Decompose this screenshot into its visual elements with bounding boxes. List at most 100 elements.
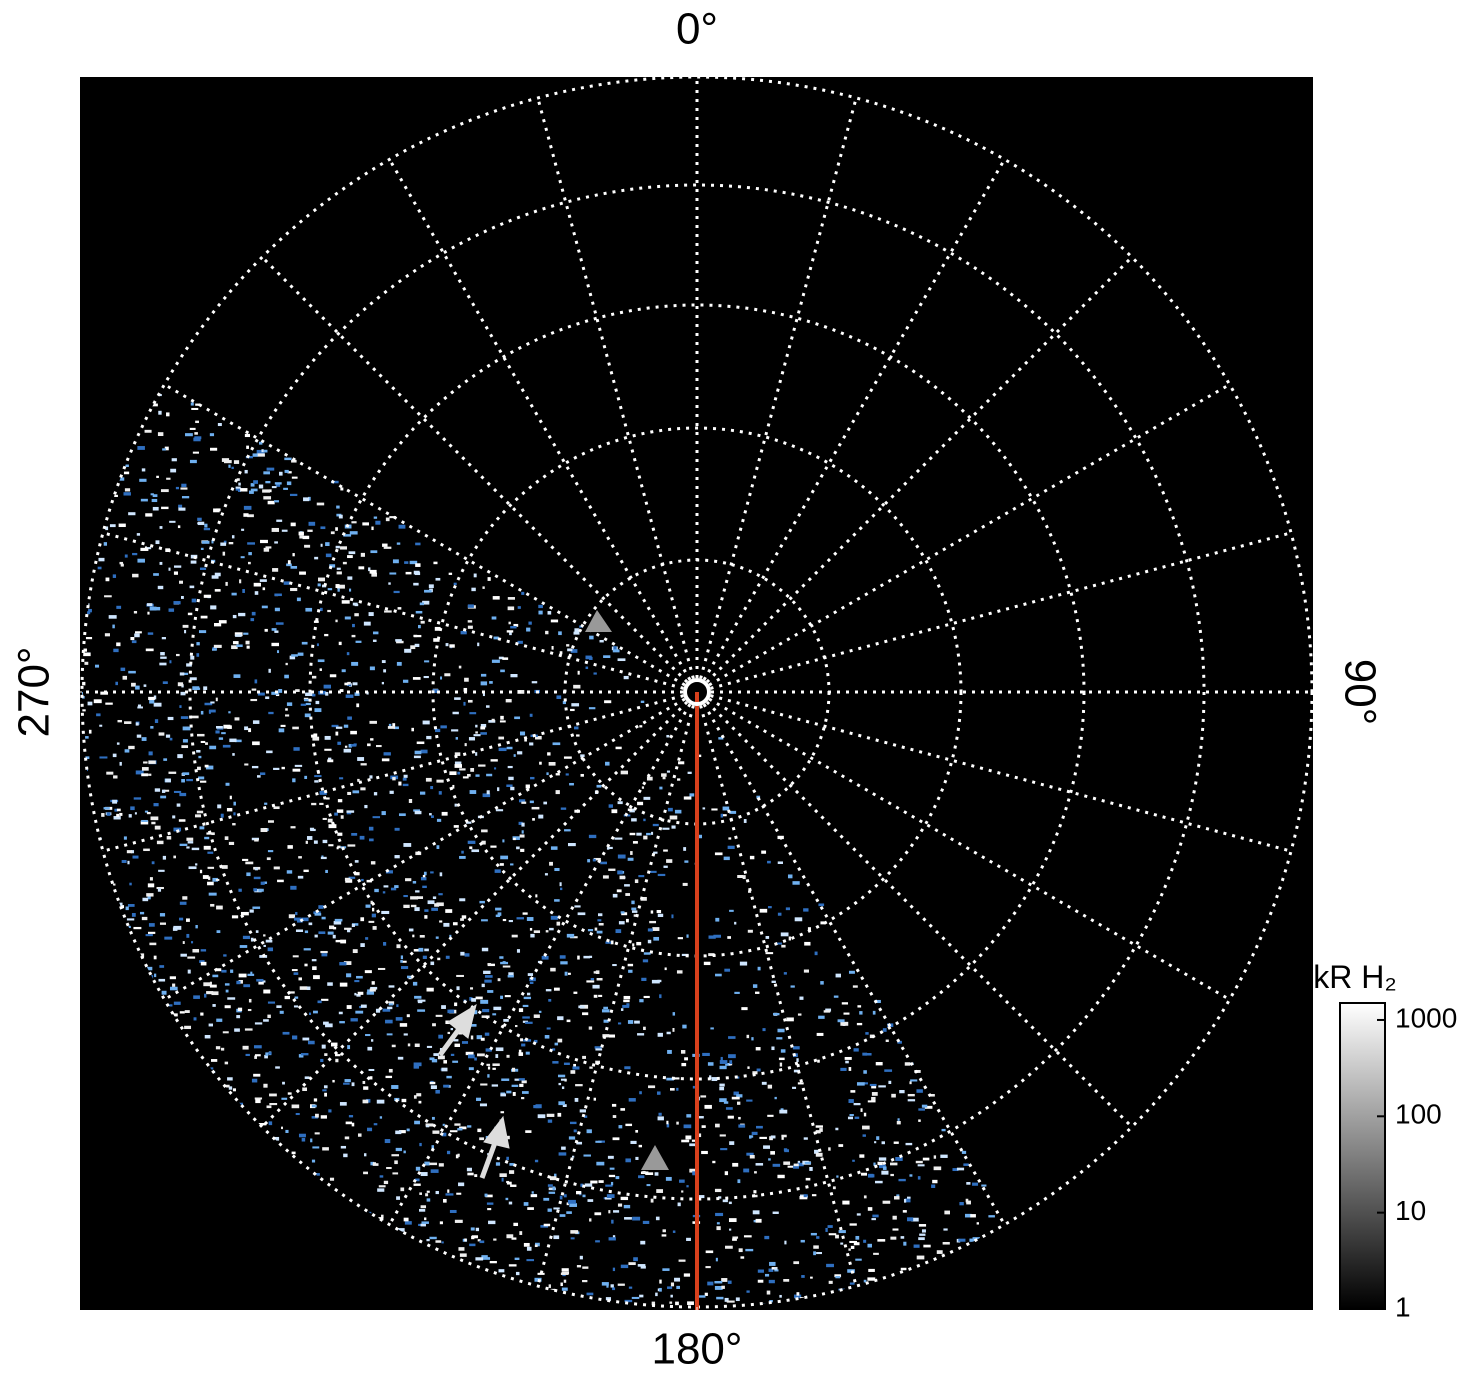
speckle — [313, 1173, 320, 1176]
speckle — [943, 1228, 948, 1231]
speckle — [754, 1171, 757, 1174]
speckle — [436, 818, 442, 822]
speckle — [166, 477, 171, 480]
speckle — [667, 1049, 672, 1054]
speckle — [562, 1104, 567, 1107]
speckle — [598, 923, 604, 926]
speckle — [840, 1021, 849, 1026]
speckle — [732, 1236, 739, 1239]
speckle — [215, 878, 220, 881]
speckle — [198, 630, 207, 634]
speckle — [415, 563, 421, 567]
speckle — [716, 1226, 721, 1231]
speckle — [208, 709, 216, 713]
speckle — [538, 610, 543, 615]
speckle — [232, 1088, 237, 1092]
latitude-circle — [188, 183, 1206, 1201]
speckle — [163, 789, 170, 792]
colorbar — [1339, 1002, 1386, 1310]
speckle — [283, 581, 290, 585]
speckle — [291, 654, 298, 657]
speckle — [640, 700, 645, 703]
speckle — [154, 788, 161, 792]
speckle — [182, 941, 185, 944]
speckle — [480, 723, 487, 728]
speckle — [287, 560, 291, 565]
speckle — [251, 688, 257, 691]
speckle — [116, 642, 121, 647]
speckle — [295, 689, 300, 692]
speckle — [566, 644, 570, 647]
speckle — [756, 1125, 763, 1129]
speckle — [375, 1008, 381, 1013]
speckle — [576, 734, 580, 737]
speckle — [756, 795, 761, 799]
speckle — [517, 751, 523, 755]
speckle — [502, 965, 511, 968]
speckle — [548, 762, 556, 766]
speckle — [88, 608, 92, 613]
speckle — [169, 1004, 173, 1007]
speckle — [637, 1033, 645, 1036]
speckle — [865, 1032, 869, 1035]
speckle — [235, 486, 241, 489]
speckle — [192, 949, 200, 953]
speckle — [561, 1268, 569, 1272]
speckle — [269, 1103, 278, 1106]
speckle — [344, 745, 348, 748]
speckle — [173, 571, 179, 575]
speckle — [162, 448, 166, 451]
speckle — [354, 860, 359, 863]
speckle — [313, 1010, 318, 1014]
speckle — [239, 579, 242, 584]
speckle — [749, 855, 755, 860]
speckle — [788, 936, 791, 941]
speckle — [106, 771, 114, 775]
speckle — [179, 792, 187, 797]
speckle — [446, 1075, 452, 1079]
speckle — [212, 646, 218, 650]
speckle — [344, 682, 349, 686]
speckle — [314, 934, 318, 938]
speckle — [413, 809, 421, 812]
speckle — [642, 1170, 646, 1173]
speckle — [441, 1067, 448, 1072]
speckle — [271, 691, 279, 695]
speckle — [423, 675, 429, 679]
speckle — [538, 604, 543, 609]
speckle — [458, 665, 462, 669]
speckle — [818, 903, 825, 907]
speckle — [461, 1041, 469, 1044]
speckle — [890, 1162, 898, 1166]
speckle — [799, 1196, 808, 1200]
speckle — [820, 981, 824, 985]
speckle — [467, 1125, 472, 1128]
speckle — [560, 1078, 566, 1081]
speckle — [921, 1229, 926, 1233]
speckle — [771, 1046, 775, 1051]
speckle — [267, 1001, 276, 1004]
speckle — [580, 1183, 584, 1187]
speckle — [185, 433, 193, 437]
speckle — [398, 813, 406, 817]
speckle — [765, 952, 774, 955]
speckle — [616, 889, 622, 893]
speckle — [651, 1301, 656, 1306]
speckle — [421, 1221, 429, 1224]
speckle — [793, 1069, 800, 1073]
speckle — [737, 874, 743, 878]
speckle — [941, 1128, 946, 1132]
speckle — [593, 971, 598, 974]
speckle — [837, 1019, 845, 1023]
speckle — [292, 726, 299, 730]
speckle — [523, 1242, 530, 1247]
speckle — [393, 726, 399, 730]
speckle — [841, 1002, 849, 1005]
speckle — [737, 1179, 741, 1184]
speckle — [715, 973, 722, 977]
speckle — [560, 887, 563, 891]
speckle — [543, 801, 548, 805]
speckle — [529, 981, 534, 984]
speckle — [292, 553, 295, 557]
speckle — [646, 776, 653, 781]
